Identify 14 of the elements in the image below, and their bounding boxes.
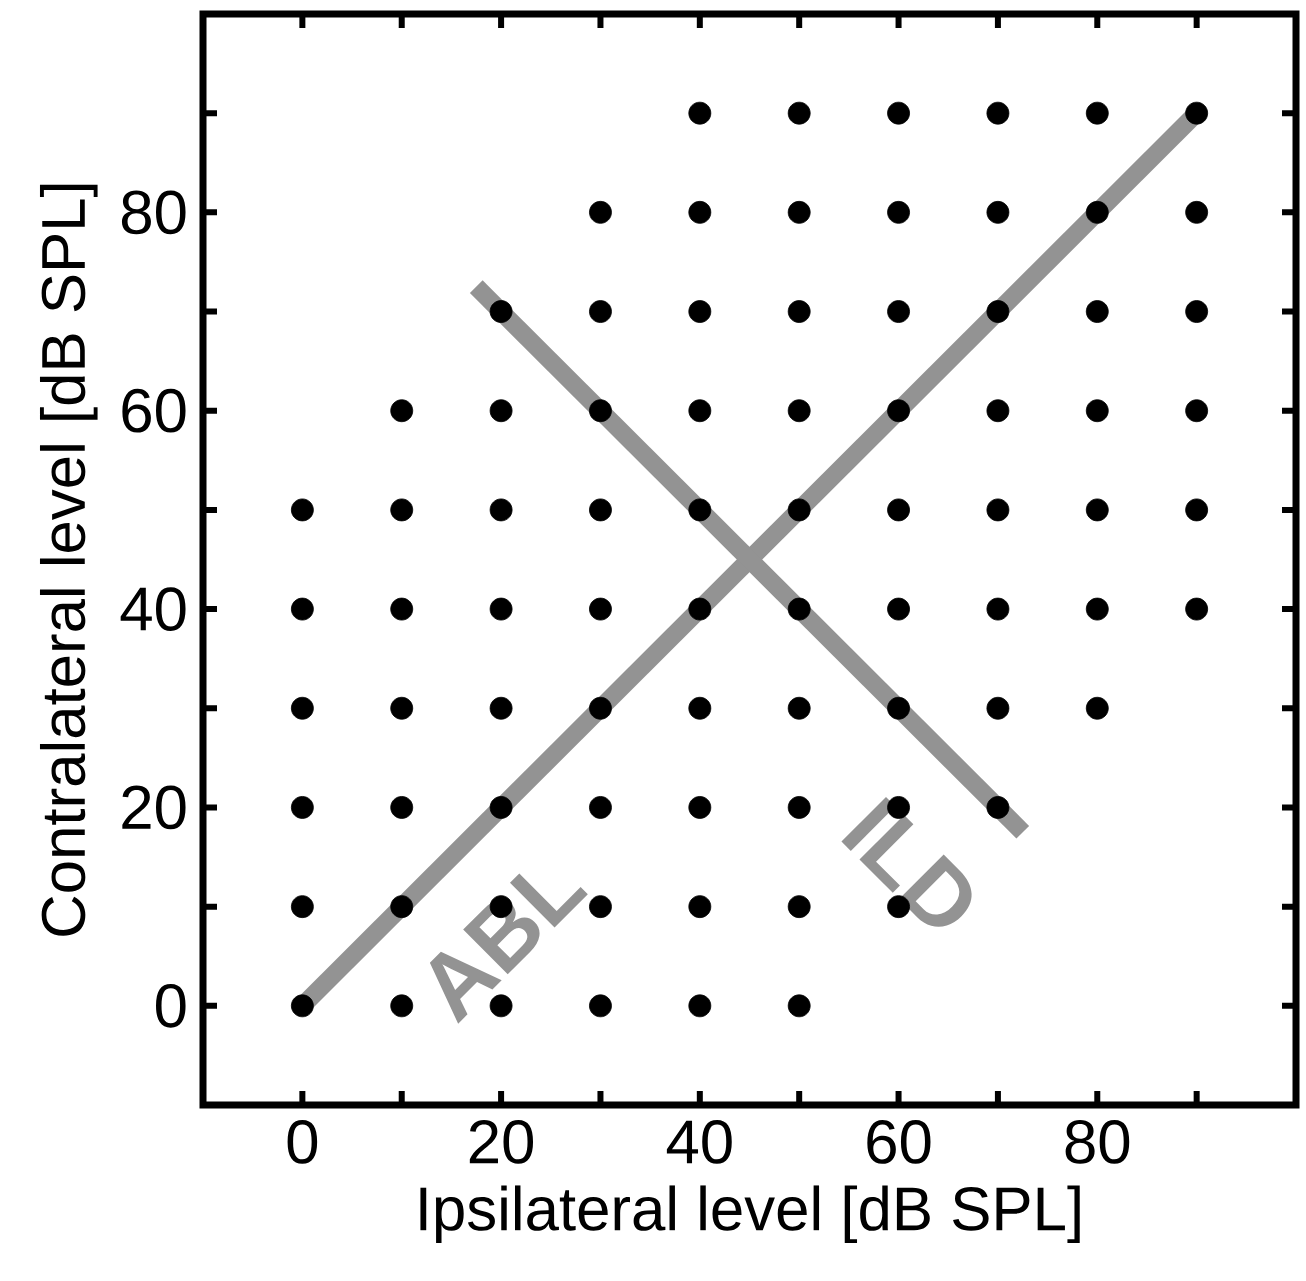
x-tick-label: 80: [1065, 1120, 1130, 1164]
y-axis-title: Contralateral level [dB SPL]: [39, 184, 98, 936]
y-tick-label: 0: [156, 983, 186, 1028]
y-tick-label: 80: [121, 190, 186, 235]
x-tick-label: 60: [867, 1120, 931, 1164]
text: ABL: [429, 873, 588, 1024]
x-axis-title: Ipsilateral level [dB SPL]: [420, 1185, 1080, 1244]
y-tick-label: 20: [122, 785, 186, 830]
y-tick-label: 40: [120, 587, 186, 631]
y-tick-label: 60: [122, 388, 186, 433]
x-tick-label: 20: [469, 1120, 534, 1164]
text: ILD: [841, 796, 972, 927]
x-tick-label: 40: [666, 1120, 732, 1164]
x-tick-label: 0: [287, 1120, 318, 1164]
